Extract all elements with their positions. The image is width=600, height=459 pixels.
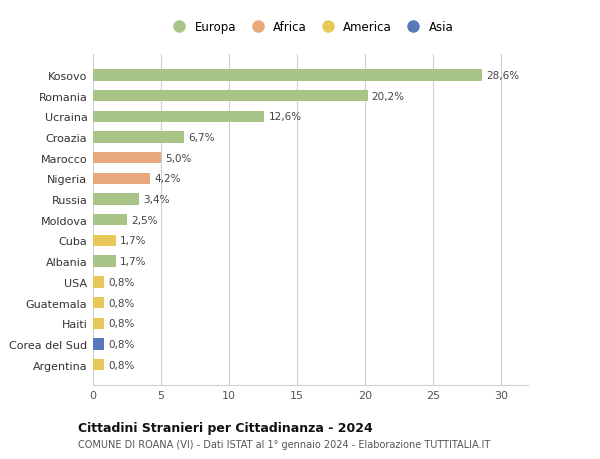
- Text: 6,7%: 6,7%: [188, 133, 215, 143]
- Text: 3,4%: 3,4%: [143, 195, 170, 205]
- Text: 0,8%: 0,8%: [108, 277, 134, 287]
- Text: 2,5%: 2,5%: [131, 215, 158, 225]
- Text: 0,8%: 0,8%: [108, 360, 134, 370]
- Bar: [93, 215, 127, 226]
- Text: 12,6%: 12,6%: [268, 112, 301, 122]
- Bar: [93, 91, 368, 102]
- Text: 20,2%: 20,2%: [371, 91, 404, 101]
- Bar: [93, 256, 116, 267]
- Text: 28,6%: 28,6%: [486, 71, 519, 81]
- Bar: [93, 153, 161, 164]
- Text: Cittadini Stranieri per Cittadinanza - 2024: Cittadini Stranieri per Cittadinanza - 2…: [78, 421, 373, 434]
- Text: 0,8%: 0,8%: [108, 319, 134, 329]
- Bar: [93, 277, 104, 288]
- Text: 0,8%: 0,8%: [108, 298, 134, 308]
- Bar: [93, 70, 482, 81]
- Text: 1,7%: 1,7%: [120, 257, 146, 267]
- Text: COMUNE DI ROANA (VI) - Dati ISTAT al 1° gennaio 2024 - Elaborazione TUTTITALIA.I: COMUNE DI ROANA (VI) - Dati ISTAT al 1° …: [78, 439, 490, 449]
- Bar: [93, 174, 150, 185]
- Bar: [93, 339, 104, 350]
- Text: 0,8%: 0,8%: [108, 339, 134, 349]
- Bar: [93, 359, 104, 370]
- Legend: Europa, Africa, America, Asia: Europa, Africa, America, Asia: [167, 21, 454, 34]
- Text: 1,7%: 1,7%: [120, 236, 146, 246]
- Bar: [93, 297, 104, 308]
- Bar: [93, 194, 139, 205]
- Bar: [93, 132, 184, 143]
- Text: 4,2%: 4,2%: [154, 174, 181, 184]
- Bar: [93, 112, 264, 123]
- Bar: [93, 318, 104, 329]
- Text: 5,0%: 5,0%: [165, 153, 191, 163]
- Bar: [93, 235, 116, 246]
